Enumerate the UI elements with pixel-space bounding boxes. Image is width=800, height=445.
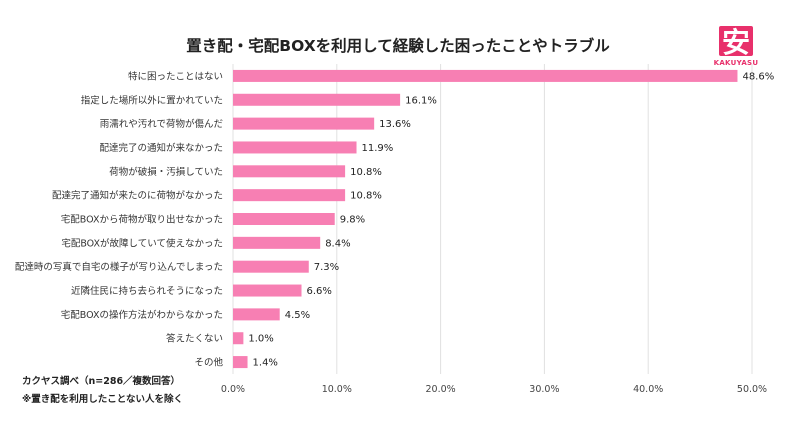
chart-title: 置き配・宅配BOXを利用して経験した困ったことやトラブル (186, 36, 610, 55)
category-label: 配達完了の通知が来なかった (99, 142, 223, 154)
data-label: 4.5% (285, 310, 310, 321)
bar (233, 236, 321, 249)
brand-logo: 安 KAKUYASU (714, 26, 759, 67)
category-label: 配達完了通知が来たのに荷物がなかった (52, 190, 223, 202)
x-tick-label: 50.0% (737, 384, 767, 395)
bar (233, 117, 375, 130)
footnote-source: カクヤス調べ（n=286／複数回答） (22, 375, 180, 387)
category-label: その他 (194, 357, 223, 369)
x-tick-label: 20.0% (426, 384, 456, 395)
bar (233, 308, 280, 321)
bar (233, 93, 401, 106)
logo-badge (719, 26, 753, 56)
category-label: 配達時の写真で自宅の様子が写り込んでしまった (15, 261, 223, 273)
x-axis-ticks: 0.0% 10.0% 20.0% 30.0% 40.0% 50.0% (221, 384, 767, 395)
data-label: 13.6% (379, 119, 411, 130)
x-tick-label: 40.0% (633, 384, 663, 395)
bar (233, 284, 302, 297)
category-label: 答えたくない (166, 333, 223, 345)
category-label: 荷物が破損・汚損していた (109, 166, 223, 178)
data-label: 6.6% (307, 286, 332, 297)
data-label: 1.0% (248, 334, 273, 345)
bars (233, 69, 738, 369)
category-label: 宅配BOXから荷物が取り出せなかった (61, 214, 223, 226)
category-label: 宅配BOXが故障していて使えなかった (61, 237, 223, 249)
bar (233, 356, 248, 369)
bar (233, 189, 346, 202)
data-label: 8.4% (325, 238, 350, 249)
bar (233, 260, 309, 273)
category-label: 指定した場所以外に置かれていた (81, 94, 223, 106)
footnote-note: ※置き配を利用したことない人を除く (22, 393, 183, 405)
bar (233, 69, 738, 82)
x-tick-label: 30.0% (529, 384, 559, 395)
category-label: 特に困ったことはない (128, 70, 223, 82)
value-labels: 48.6% 16.1% 13.6% 11.9% 10.8% 10.8% 9.8% 8.4% 7.… (248, 71, 774, 368)
data-label: 48.6% (742, 71, 774, 82)
bar (233, 332, 244, 345)
data-label: 10.8% (350, 167, 382, 178)
bar (233, 165, 346, 178)
category-labels: 特に困ったことはない指定した場所以外に置かれていた雨濡れや汚れで荷物が傷んだ配達… (15, 70, 224, 368)
category-label: 雨濡れや汚れで荷物が傷んだ (100, 118, 224, 130)
bar (233, 213, 335, 225)
data-label: 7.3% (314, 262, 339, 273)
logo-text: KAKUYASU (714, 59, 759, 67)
bar (233, 141, 357, 154)
category-label: 近隣住民に持ち去られそうになった (71, 285, 223, 297)
data-label: 10.8% (350, 191, 382, 202)
data-label: 11.9% (362, 143, 394, 154)
x-tick-label: 10.0% (322, 384, 352, 395)
data-label: 16.1% (405, 95, 437, 106)
data-label: 1.4% (253, 358, 278, 369)
logo-kanji: 安 (722, 26, 750, 59)
x-tick-label: 0.0% (221, 384, 245, 395)
category-label: 宅配BOXの操作方法がわからなかった (61, 309, 223, 321)
data-label: 9.8% (340, 215, 365, 226)
